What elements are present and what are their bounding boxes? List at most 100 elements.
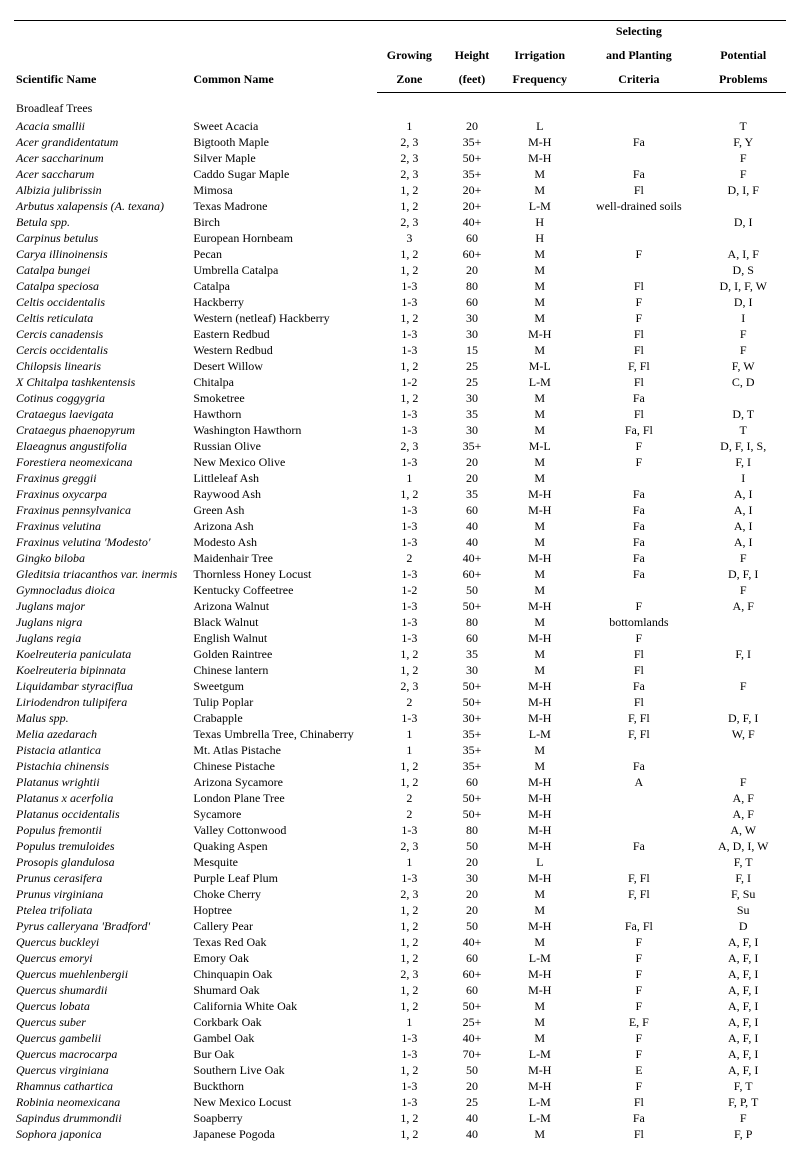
cell-common: Pecan — [191, 246, 377, 262]
cell-prob: D, I, F, W — [700, 278, 786, 294]
cell-height: 30 — [442, 422, 503, 438]
cell-sel: bottomlands — [577, 614, 700, 630]
table-row: Fraxinus velutina 'Modesto'Modesto Ash1-… — [14, 534, 786, 550]
cell-height: 50+ — [442, 598, 503, 614]
cell-irr: L-M — [502, 950, 577, 966]
cell-zone: 2, 3 — [377, 166, 442, 182]
cell-height: 50+ — [442, 150, 503, 166]
cell-irr: M — [502, 998, 577, 1014]
cell-prob: A, F — [700, 790, 786, 806]
cell-irr: H — [502, 214, 577, 230]
cell-prob: D, F, I — [700, 710, 786, 726]
cell-common: Chinquapin Oak — [191, 966, 377, 982]
cell-sel: Fl — [577, 646, 700, 662]
cell-sci: Cercis canadensis — [14, 326, 191, 342]
table-row: Pistachia chinensisChinese Pistache1, 23… — [14, 758, 786, 774]
cell-height: 50 — [442, 1062, 503, 1078]
table-row: Crataegus phaenopyrumWashington Hawthorn… — [14, 422, 786, 438]
cell-zone: 1, 2 — [377, 1126, 442, 1142]
cell-common: Green Ash — [191, 502, 377, 518]
cell-prob: D, I — [700, 294, 786, 310]
cell-sel — [577, 742, 700, 758]
cell-sci: Elaeagnus angustifolia — [14, 438, 191, 454]
cell-irr: M-H — [502, 838, 577, 854]
cell-sci: Acacia smallii — [14, 118, 191, 134]
cell-sel: Fa — [577, 518, 700, 534]
cell-sci: Platanus x acerfolia — [14, 790, 191, 806]
cell-irr: M-H — [502, 134, 577, 150]
cell-common: Sycamore — [191, 806, 377, 822]
cell-sci: Robinia neomexicana — [14, 1094, 191, 1110]
cell-zone: 1-3 — [377, 454, 442, 470]
cell-common: Catalpa — [191, 278, 377, 294]
hdr-prob-2: Problems — [700, 69, 786, 93]
table-row: Melia azedarachTexas Umbrella Tree, Chin… — [14, 726, 786, 742]
cell-height: 20 — [442, 854, 503, 870]
cell-irr: M-H — [502, 326, 577, 342]
cell-sel: Fl — [577, 278, 700, 294]
cell-irr: M-L — [502, 358, 577, 374]
cell-sci: Platanus occidentalis — [14, 806, 191, 822]
cell-irr: M-H — [502, 982, 577, 998]
table-row: Sophora japonicaJapanese Pogoda1, 240MFl… — [14, 1126, 786, 1142]
cell-prob: F, I — [700, 870, 786, 886]
cell-irr: M — [502, 1014, 577, 1030]
cell-height: 60 — [442, 294, 503, 310]
cell-sel: E — [577, 1062, 700, 1078]
cell-sel — [577, 118, 700, 134]
cell-sci: Celtis occidentalis — [14, 294, 191, 310]
table-row: Acer saccharinumSilver Maple2, 350+M-HF — [14, 150, 786, 166]
table-row: Quercus virginianaSouthern Live Oak1, 25… — [14, 1062, 786, 1078]
cell-common: Eastern Redbud — [191, 326, 377, 342]
cell-irr: M-H — [502, 150, 577, 166]
cell-irr: M — [502, 262, 577, 278]
cell-zone: 1, 2 — [377, 918, 442, 934]
table-row: Elaeagnus angustifoliaRussian Olive2, 33… — [14, 438, 786, 454]
cell-prob: A, F, I — [700, 1014, 786, 1030]
cell-prob: F, Su — [700, 886, 786, 902]
table-row: Populus fremontiiValley Cottonwood1-380M… — [14, 822, 786, 838]
cell-prob: A, F, I — [700, 934, 786, 950]
cell-sel: F — [577, 1078, 700, 1094]
cell-zone: 1, 2 — [377, 1062, 442, 1078]
cell-irr: M — [502, 758, 577, 774]
cell-sel — [577, 230, 700, 246]
cell-sci: Quercus virginiana — [14, 1062, 191, 1078]
header-row: Scientific Name Common Name Selecting — [14, 21, 786, 45]
table-row: Fraxinus pennsylvanicaGreen Ash1-360M-HF… — [14, 502, 786, 518]
cell-prob: C, D — [700, 374, 786, 390]
cell-irr: L-M — [502, 1046, 577, 1062]
cell-sci: Quercus buckleyi — [14, 934, 191, 950]
cell-height: 70+ — [442, 1046, 503, 1062]
cell-irr: M-H — [502, 1062, 577, 1078]
cell-common: Caddo Sugar Maple — [191, 166, 377, 182]
cell-height: 35+ — [442, 726, 503, 742]
cell-irr: M — [502, 246, 577, 262]
cell-height: 20 — [442, 470, 503, 486]
cell-prob: A, D, I, W — [700, 838, 786, 854]
cell-height: 40 — [442, 1110, 503, 1126]
cell-height: 35+ — [442, 438, 503, 454]
cell-prob: F, P — [700, 1126, 786, 1142]
cell-common: Golden Raintree — [191, 646, 377, 662]
cell-sci: Quercus suber — [14, 1014, 191, 1030]
cell-prob: D, I — [700, 214, 786, 230]
cell-prob: D, T — [700, 406, 786, 422]
cell-common: Hackberry — [191, 294, 377, 310]
cell-height: 35+ — [442, 166, 503, 182]
cell-sel: Fa — [577, 758, 700, 774]
cell-prob: F — [700, 550, 786, 566]
cell-sci: Crataegus laevigata — [14, 406, 191, 422]
cell-common: Raywood Ash — [191, 486, 377, 502]
cell-prob: A, F, I — [700, 998, 786, 1014]
table-row: Malus spp.Crabapple1-330+M-HF, FlD, F, I — [14, 710, 786, 726]
cell-height: 30 — [442, 662, 503, 678]
cell-height: 50+ — [442, 790, 503, 806]
cell-sci: Juglans major — [14, 598, 191, 614]
table-row: Quercus macrocarpaBur Oak1-370+L-MFA, F,… — [14, 1046, 786, 1062]
cell-sel: F — [577, 966, 700, 982]
cell-common: Corkbark Oak — [191, 1014, 377, 1030]
cell-sel: Fa — [577, 838, 700, 854]
cell-sci: Quercus macrocarpa — [14, 1046, 191, 1062]
cell-sci: Acer saccharum — [14, 166, 191, 182]
